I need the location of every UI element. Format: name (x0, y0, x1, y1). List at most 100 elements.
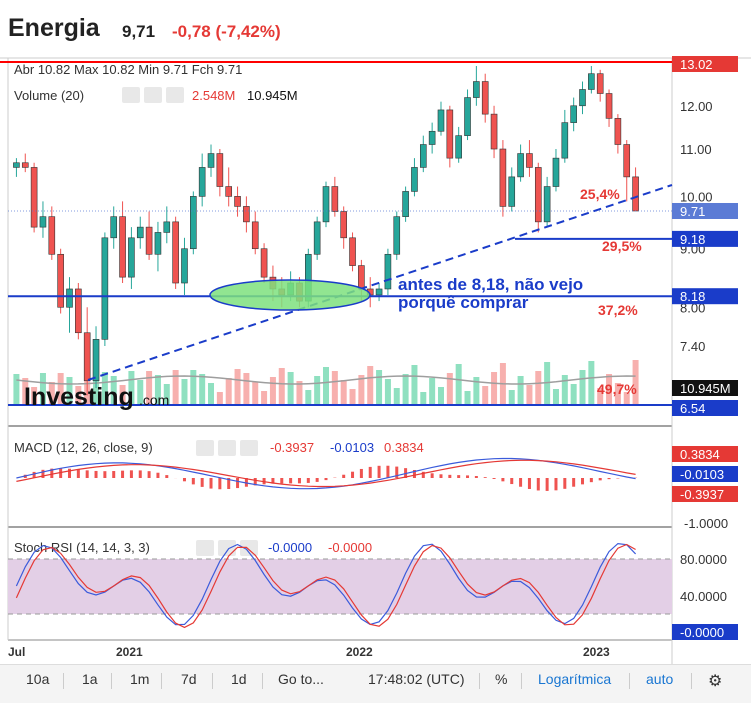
candle-body (588, 74, 594, 90)
volume-bar (465, 391, 471, 404)
macd-histogram-bar (431, 473, 434, 478)
header: Energia 9,71 -0,78 (-7,42%) (0, 0, 751, 60)
investing-logo-suffix: .com (139, 392, 169, 408)
macd-histogram-bar (156, 473, 159, 478)
candle-body (217, 154, 223, 187)
macd-histogram-bar (68, 469, 71, 478)
price-change: -0,78 (-7,42%) (172, 22, 281, 42)
stoch-tick: 40.0000 (680, 589, 727, 604)
macd-histogram-bar (298, 478, 301, 483)
candle-body (606, 94, 612, 119)
log-toggle[interactable]: Logarítmica (538, 671, 611, 687)
goto-button[interactable]: Go to... (278, 671, 324, 687)
volume-bar (173, 370, 179, 404)
range-1a-button[interactable]: 1a (82, 671, 98, 687)
candle-body (411, 167, 417, 191)
macd-histogram-bar (103, 471, 106, 478)
percent-toggle[interactable]: % (495, 671, 507, 687)
time-label: 2022 (346, 645, 373, 659)
candle-body (394, 217, 400, 255)
volume-bar (261, 391, 267, 404)
candle-body (243, 206, 249, 221)
volume-bar (580, 370, 586, 404)
macd-histogram-bar (183, 478, 186, 481)
macd-histogram-bar (608, 478, 611, 479)
volume-bar (429, 378, 435, 404)
ohlc-legend: Abr 10.82 Max 10.82 Min 9.71 Fch 9.71 (14, 62, 242, 77)
range-1d-button[interactable]: 1d (231, 671, 247, 687)
macd-histogram-bar (218, 478, 221, 489)
macd-histogram-bar (475, 476, 478, 478)
volume-bar (394, 388, 400, 404)
candle-body (31, 167, 37, 227)
range-1m-button[interactable]: 1m (130, 671, 149, 687)
candle-body (190, 196, 196, 248)
candle-body (562, 123, 568, 159)
last-price: 9,71 (122, 22, 155, 42)
macd-histogram-bar (493, 478, 496, 479)
candle-body (358, 266, 364, 289)
macd-histogram-bar (139, 470, 142, 478)
investing-logo: Investing (24, 383, 134, 411)
volume-bar (190, 370, 196, 404)
note-line-2: porquê comprar (398, 293, 529, 312)
macd-histogram-bar (280, 478, 283, 483)
gear-icon (144, 87, 162, 103)
macd-histogram-bar (599, 478, 602, 480)
range-10a-button[interactable]: 10a (26, 671, 49, 687)
volume-bar (447, 373, 453, 404)
clock-text: 17:48:02 (UTC) (368, 671, 464, 687)
candle-body (120, 217, 126, 277)
price-tick: 7.40 (680, 339, 705, 354)
support-ellipse (210, 280, 370, 310)
badge-macd-b: -0.0103 (680, 467, 724, 482)
badge-macd-a: 0.3834 (680, 447, 720, 462)
volume-bar (235, 369, 241, 404)
macd-histogram-bar (581, 478, 584, 484)
range-7d-button[interactable]: 7d (181, 671, 197, 687)
macd-histogram-bar (121, 471, 124, 478)
macd-tick: -1.0000 (684, 516, 728, 531)
candle-body (323, 187, 329, 222)
eye-icon (196, 440, 214, 456)
candle-body (102, 238, 108, 340)
macd-histogram-bar (563, 478, 566, 489)
macd-histogram-bar (369, 467, 372, 478)
candle-body (235, 196, 241, 206)
candle-body (111, 217, 117, 238)
badge-6-54: 6.54 (680, 401, 705, 416)
macd-histogram-bar (378, 466, 381, 478)
candle-body (22, 163, 28, 168)
volume-bar (562, 375, 568, 404)
candle-body (509, 177, 515, 207)
gear-icon (218, 540, 236, 556)
volume-bar (199, 374, 205, 404)
auto-toggle[interactable]: auto (646, 671, 673, 687)
volume-bar (243, 373, 249, 404)
pct-label-1: 25,4% (580, 186, 620, 202)
volume-bar (350, 389, 356, 404)
settings-gear-icon[interactable]: ⚙ (708, 671, 722, 691)
candle-body (633, 177, 639, 211)
candle-body (40, 217, 46, 227)
candle-body (13, 163, 19, 168)
volume-bar (526, 385, 532, 404)
candle-body (535, 167, 541, 221)
macd-legend-label: MACD (12, 26, close, 9) (14, 440, 153, 455)
candle-body (226, 187, 232, 197)
badge-macd-c: -0.3937 (680, 487, 724, 502)
macd-histogram-bar (165, 475, 168, 478)
time-label: Jul (8, 645, 25, 659)
time-label: 2023 (583, 645, 610, 659)
close-icon (240, 440, 258, 456)
volume-bar (305, 390, 311, 404)
pct-label-3: 37,2% (598, 302, 638, 318)
close-icon (166, 87, 184, 103)
candle-body (314, 222, 320, 254)
candle-body (155, 232, 161, 254)
macd-histogram-bar (439, 474, 442, 478)
volume-bar (217, 392, 223, 404)
macd-histogram-bar (360, 469, 363, 478)
candle-body (500, 149, 506, 206)
volume-bar (323, 367, 329, 404)
